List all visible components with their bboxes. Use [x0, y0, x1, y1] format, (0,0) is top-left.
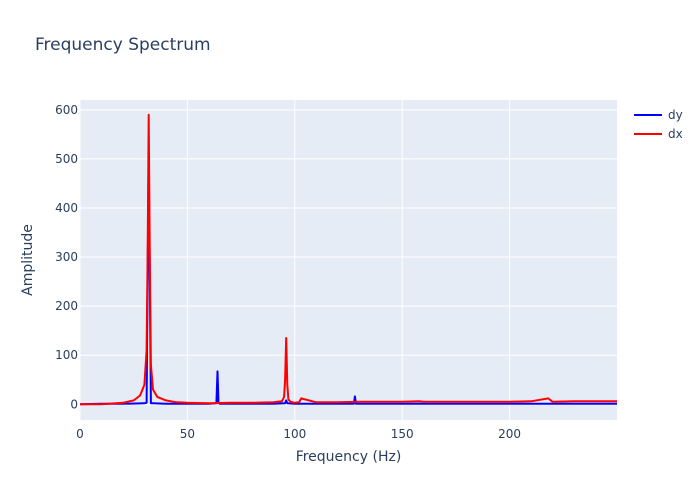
y-tick-label: 100 — [55, 348, 78, 362]
x-tick-label: 50 — [180, 427, 195, 441]
y-tick-label: 300 — [55, 250, 78, 264]
y-tick-label: 0 — [70, 397, 78, 411]
x-tick-label: 200 — [498, 427, 521, 441]
y-tick-label: 400 — [55, 201, 78, 215]
y-tick-label: 500 — [55, 152, 78, 166]
chart-title: Frequency Spectrum — [35, 35, 211, 55]
y-axis-title: Amplitude — [20, 224, 36, 296]
x-tick-label: 100 — [283, 427, 306, 441]
x-tick-label: 150 — [391, 427, 414, 441]
legend-label-dx[interactable]: dx — [668, 127, 683, 141]
legend-label-dy[interactable]: dy — [668, 108, 683, 122]
y-tick-label: 600 — [55, 103, 78, 117]
series-line-dy — [79, 153, 617, 406]
series-line-dx — [80, 113, 617, 406]
tick-layer: 0 50 100 150 200 0 100 200 300 400 500 600 — [55, 103, 521, 441]
y-tick-label: 200 — [55, 299, 78, 313]
x-tick-label: 0 — [76, 427, 84, 441]
series-layer — [79, 113, 617, 406]
legend[interactable]: dy dx — [634, 108, 683, 141]
plot-background — [80, 100, 617, 420]
x-axis-title: Frequency (Hz) — [296, 449, 402, 465]
